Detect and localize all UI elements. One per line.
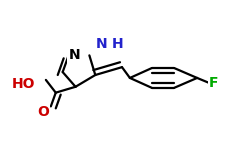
Text: N: N [95, 37, 107, 51]
Text: N: N [69, 48, 80, 62]
Text: H: H [112, 37, 124, 51]
Text: HO: HO [11, 77, 35, 91]
Text: F: F [209, 76, 219, 90]
Text: O: O [37, 105, 49, 119]
